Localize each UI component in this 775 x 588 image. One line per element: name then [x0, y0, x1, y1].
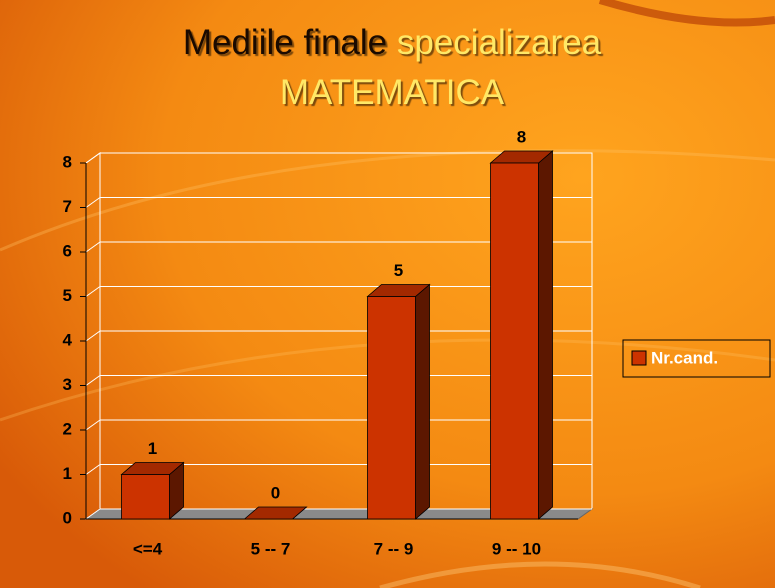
data-label: 8 — [517, 127, 526, 146]
x-tick-label: <=4 — [133, 539, 163, 558]
y-tick-label: 7 — [63, 197, 72, 216]
chart-title: MATEMATICA — [280, 73, 505, 112]
bar — [368, 297, 416, 520]
chart-title: Mediile finale specializarea — [183, 23, 602, 62]
title-part: MATEMATICA — [280, 73, 505, 112]
y-tick-label: 8 — [63, 152, 72, 171]
y-tick-label: 6 — [63, 241, 72, 260]
bar — [122, 475, 170, 520]
title-part: Mediile finale — [183, 23, 387, 62]
y-tick-label: 2 — [63, 419, 72, 438]
legend-swatch — [632, 351, 646, 365]
x-tick-label: 9 -- 10 — [492, 539, 541, 558]
bar — [491, 163, 539, 519]
legend-label: Nr.cand. — [651, 348, 718, 367]
y-tick-label: 1 — [63, 464, 72, 483]
y-tick-label: 3 — [63, 375, 72, 394]
y-tick-label: 4 — [63, 330, 73, 349]
y-tick-label: 0 — [63, 508, 72, 527]
slide: Mediile finale specializarea MATEMATICA … — [0, 0, 775, 588]
title-part: specializarea — [397, 23, 602, 62]
data-label: 0 — [271, 483, 280, 502]
y-tick-label: 5 — [63, 286, 72, 305]
bar-side — [416, 285, 430, 520]
data-label: 5 — [394, 261, 403, 280]
bar-side — [539, 151, 553, 519]
x-tick-label: 7 -- 9 — [374, 539, 414, 558]
data-label: 1 — [148, 439, 157, 458]
x-tick-label: 5 -- 7 — [251, 539, 291, 558]
